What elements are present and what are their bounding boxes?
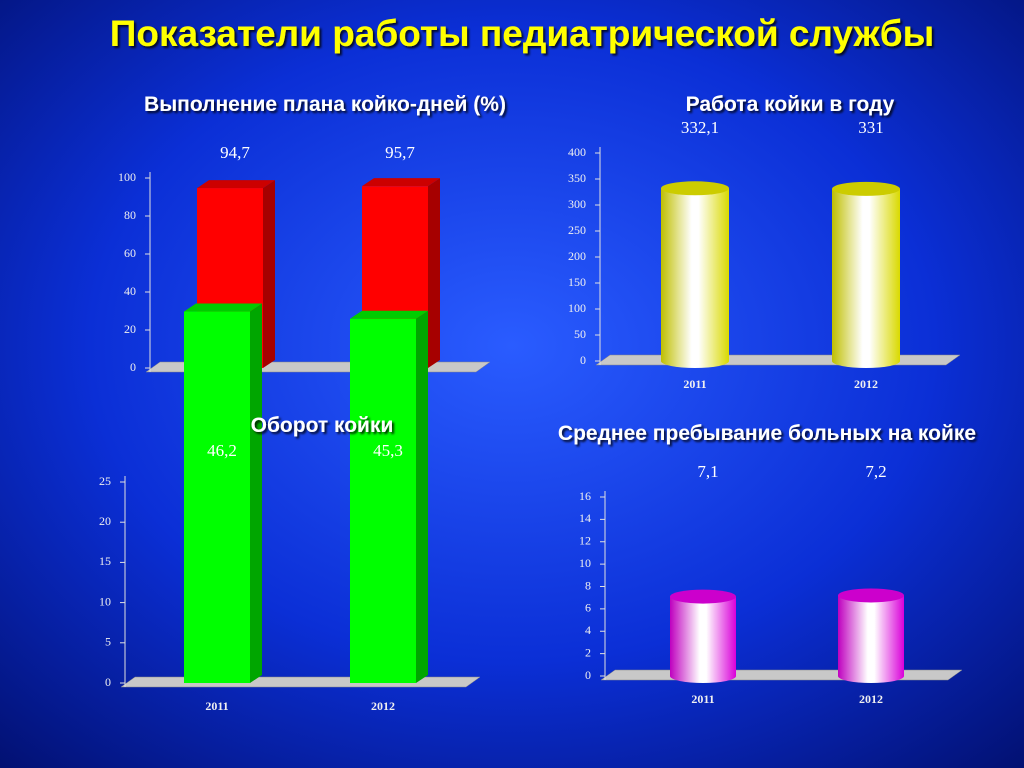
- y-tick-label: 15: [99, 554, 111, 568]
- bar-body: [670, 596, 736, 676]
- y-tick-label: 350: [568, 171, 586, 185]
- y-tick-label: 0: [585, 668, 591, 682]
- bar: [350, 310, 428, 683]
- y-tick-label: 100: [118, 170, 136, 184]
- y-tick-label: 12: [579, 534, 591, 548]
- y-tick-label: 5: [105, 635, 111, 649]
- y-tick-label: 20: [99, 514, 111, 528]
- y-tick-label: 16: [579, 489, 591, 503]
- chart-title: Оборот койки: [251, 414, 394, 437]
- chart: 0 5 10 15 20 25 46,2 2011 45,3 2012 Оборот койки: [99, 303, 481, 713]
- bar-top: [197, 180, 275, 189]
- y-tick-label: 150: [568, 275, 586, 289]
- bar-top: [362, 178, 440, 187]
- y-tick-label: 250: [568, 223, 586, 237]
- bar-front: [350, 318, 416, 683]
- bar-top: [832, 181, 900, 196]
- slide-title: Показатели работы педиатрической службы: [110, 13, 934, 54]
- chart: 0 50 100 150 200 250 300 350 400 332,1 2011 331 2012…: [568, 93, 961, 391]
- value-label: 332,1: [681, 118, 719, 137]
- bar-top: [670, 589, 736, 604]
- chart-title: Выполнение плана койко-дней (%): [144, 93, 506, 116]
- bar-side: [250, 303, 262, 683]
- value-label: 95,7: [385, 143, 415, 162]
- y-tick-label: 4: [585, 623, 591, 637]
- chart: 0 2 4 6 8 10 12 14 16 7,1 2011 7,2 2012 Среднее пребы…: [558, 422, 976, 706]
- bar-top: [838, 588, 904, 603]
- bar-body: [838, 595, 904, 676]
- chart-floor: [120, 676, 481, 688]
- value-label: 7,1: [697, 462, 718, 481]
- value-label: 45,3: [373, 441, 403, 460]
- bar-bottom: [832, 354, 900, 368]
- y-tick-label: 20: [124, 322, 136, 336]
- bar-side: [416, 310, 428, 683]
- chart-title: Работа койки в году: [686, 93, 895, 116]
- y-tick-label: 14: [579, 511, 591, 525]
- bar: [670, 589, 736, 683]
- value-label: 94,7: [220, 143, 250, 162]
- x-tick-label: 2011: [683, 377, 706, 391]
- bar: [661, 181, 729, 368]
- x-tick-label: 2011: [205, 699, 228, 713]
- y-tick-label: 10: [99, 594, 111, 608]
- bar-body: [832, 188, 900, 361]
- y-tick-label: 400: [568, 145, 586, 159]
- x-tick-label: 2011: [691, 692, 714, 706]
- value-label: 7,2: [865, 462, 886, 481]
- bar: [184, 303, 262, 683]
- value-label: 46,2: [207, 441, 237, 460]
- y-tick-label: 2: [585, 645, 591, 659]
- y-tick-label: 0: [105, 675, 111, 689]
- bar-body: [661, 188, 729, 361]
- y-tick-label: 6: [585, 601, 591, 615]
- chart-floor: [595, 354, 961, 366]
- bar-side: [263, 180, 275, 368]
- x-tick-label: 2012: [854, 377, 878, 391]
- y-tick-label: 0: [580, 353, 586, 367]
- x-tick-label: 2012: [859, 692, 883, 706]
- bar-front: [184, 311, 250, 683]
- y-tick-label: 100: [568, 301, 586, 315]
- chart-title: Среднее пребывание больных на койке: [558, 422, 976, 445]
- y-tick-label: 300: [568, 197, 586, 211]
- bar-side: [428, 178, 440, 368]
- bar: [838, 588, 904, 683]
- y-tick-label: 200: [568, 249, 586, 263]
- value-label: 331: [858, 118, 884, 137]
- bar-bottom: [661, 354, 729, 368]
- y-tick-label: 40: [124, 284, 136, 298]
- y-tick-label: 50: [574, 327, 586, 341]
- y-tick-label: 8: [585, 578, 591, 592]
- chart-floor: [600, 669, 963, 681]
- bar-bottom: [670, 669, 736, 683]
- y-tick-label: 25: [99, 474, 111, 488]
- y-tick-label: 60: [124, 246, 136, 260]
- y-tick-label: 80: [124, 208, 136, 222]
- bar-top: [661, 181, 729, 196]
- bar-bottom: [838, 669, 904, 683]
- x-tick-label: 2012: [371, 699, 395, 713]
- bar-top: [350, 310, 428, 319]
- bar-top: [184, 303, 262, 312]
- y-tick-label: 0: [130, 360, 136, 374]
- bar: [832, 181, 900, 368]
- y-tick-label: 10: [579, 556, 591, 570]
